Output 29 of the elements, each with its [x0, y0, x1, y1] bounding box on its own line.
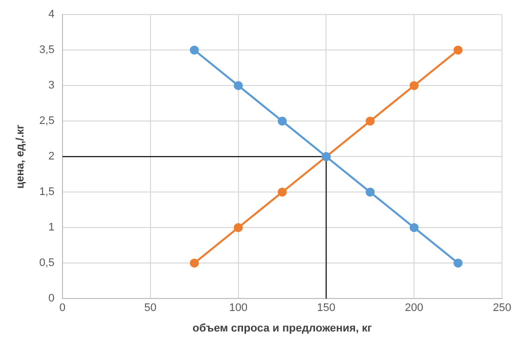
point: [234, 223, 243, 232]
y-tick-label: 1,5: [39, 186, 54, 198]
point: [234, 81, 243, 90]
point: [190, 46, 199, 55]
y-tick-label: 0: [48, 292, 54, 305]
point: [454, 46, 463, 55]
x-tick-label: 200: [404, 302, 424, 314]
point: [454, 258, 463, 268]
point: [366, 188, 375, 197]
point: [278, 188, 287, 197]
point: [366, 116, 375, 126]
y-tick-label: 1: [48, 222, 54, 234]
y-tick-label: 2,5: [39, 115, 54, 128]
x-tick-label: 100: [229, 302, 248, 314]
point: [278, 116, 287, 126]
y-tick-label: 2: [48, 150, 54, 163]
y-tick-label: 4: [48, 8, 54, 21]
x-tick-label: 50: [144, 302, 157, 314]
y-tick-label: 0,5: [39, 257, 54, 270]
point: [410, 81, 419, 90]
x-tick-label: 150: [317, 302, 336, 314]
point: [410, 223, 419, 232]
y-tick-label: 3: [48, 80, 54, 92]
x-axis-title: объем спроса и предложения, кг: [192, 322, 372, 334]
y-tick-label: 3,5: [39, 44, 54, 56]
point: [190, 258, 199, 268]
y-axis-title: цена, ед,/.кг: [14, 124, 27, 189]
x-tick-label: 250: [492, 302, 512, 314]
x-tick-label: 0: [59, 302, 66, 314]
